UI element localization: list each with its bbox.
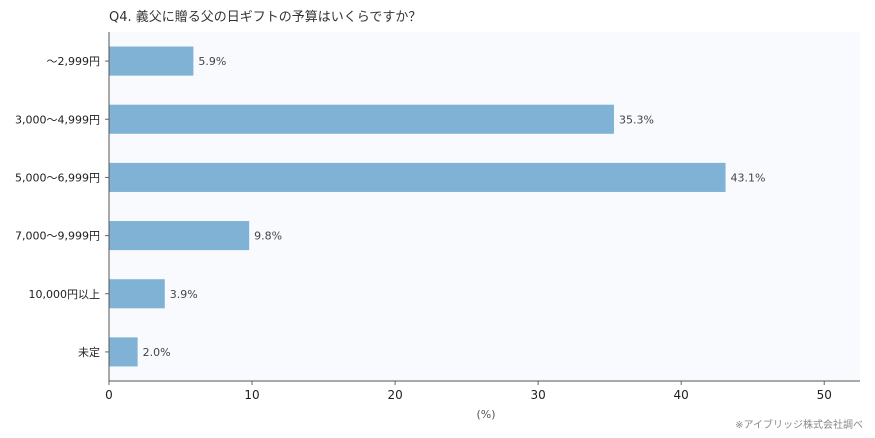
- bar: [109, 46, 194, 76]
- x-tick-label: 10: [244, 388, 259, 402]
- category-label: 5,000〜6,999円: [15, 171, 100, 184]
- x-tick-label: 0: [105, 388, 113, 402]
- source-note: ※アイブリッジ株式会社調べ: [735, 420, 863, 431]
- bar-value-label: 5.9%: [198, 55, 226, 68]
- x-tick-label: 30: [531, 388, 546, 402]
- bar-value-label: 35.3%: [619, 113, 654, 126]
- x-tick-label: 20: [387, 388, 402, 402]
- x-axis-ticks: 0 10 20 30 40 50: [105, 381, 832, 402]
- x-axis-label: (%): [476, 408, 495, 421]
- category-label: 10,000円以上: [29, 288, 101, 301]
- bar-value-label: 2.0%: [143, 346, 171, 359]
- bar-group: [109, 46, 726, 367]
- bar: [109, 279, 165, 309]
- bar-value-label: 9.8%: [254, 230, 282, 243]
- bar: [109, 162, 726, 192]
- x-tick-label: 50: [817, 388, 832, 402]
- bar: [109, 104, 614, 134]
- value-label-group: 5.9% 35.3% 43.1% 9.8% 3.9% 2.0%: [143, 55, 766, 359]
- bar: [109, 221, 250, 251]
- category-label: 7,000〜9,999円: [15, 230, 100, 243]
- x-tick-label: 40: [674, 388, 689, 402]
- chart-title: Q4. 義父に贈る父の日ギフトの予算はいくらですか？: [109, 10, 422, 25]
- category-label: 3,000〜4,999円: [15, 113, 100, 126]
- category-label-group: 〜2,999円 3,000〜4,999円 5,000〜6,999円 7,000〜9,9…: [15, 55, 109, 359]
- bar-value-label: 43.1%: [731, 171, 766, 184]
- category-label: 〜2,999円: [47, 55, 101, 68]
- category-label: 未定: [78, 345, 100, 359]
- bar: [109, 337, 138, 367]
- bar-value-label: 3.9%: [170, 288, 198, 301]
- plot-area: [109, 32, 860, 381]
